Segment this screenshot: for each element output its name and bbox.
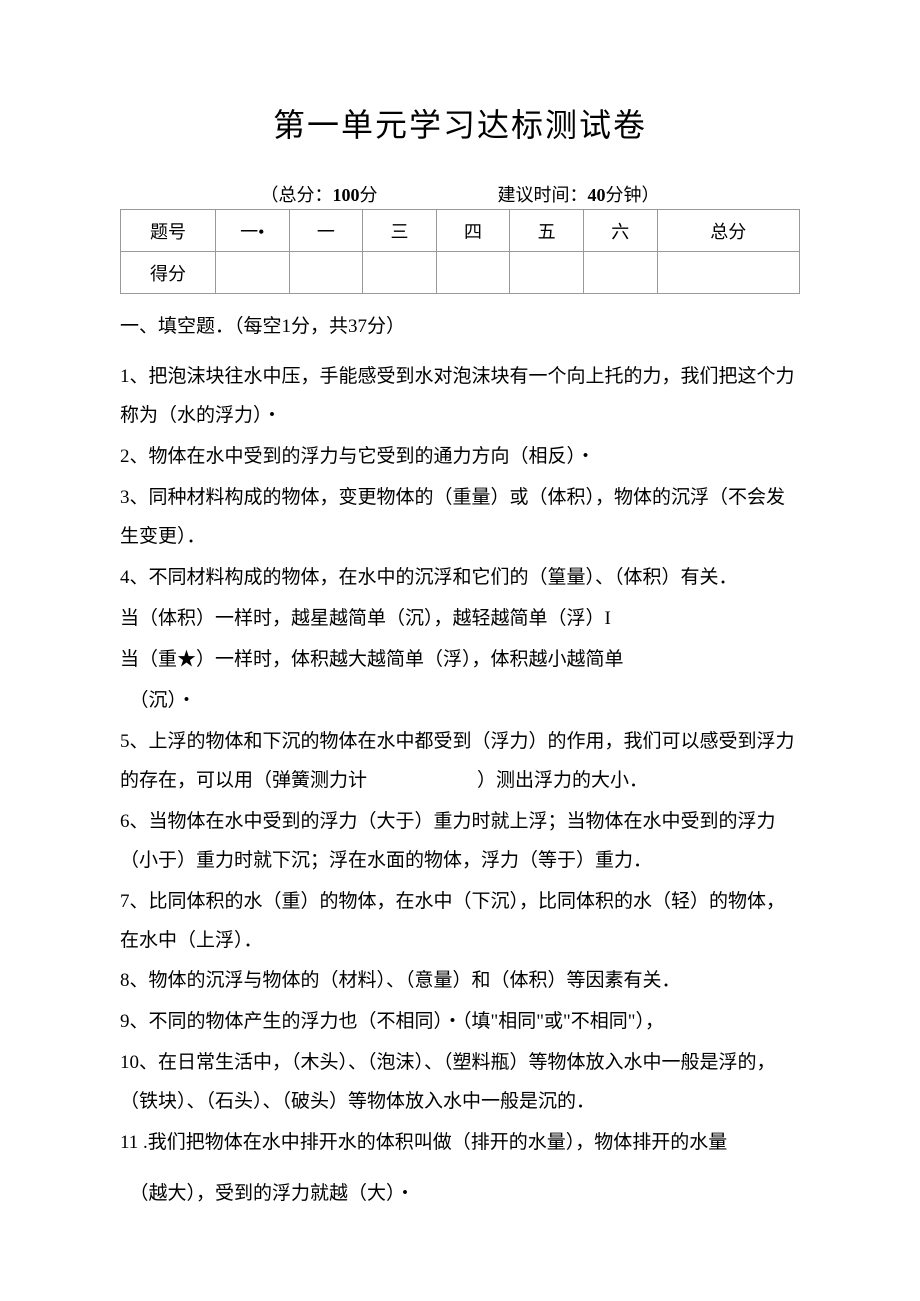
col-header: 六 — [583, 210, 657, 252]
question-2: 2、物体在水中受到的浮力与它受到的通力方向（相反）・ — [120, 438, 800, 477]
col-header: 一 — [289, 210, 363, 252]
question-10: 10、在日常生活中，（木头）、（泡沫）、（塑料瓶）等物体放入水中一般是浮的，（铁… — [120, 1044, 800, 1122]
score-cell — [289, 252, 363, 294]
question-5: 5、上浮的物体和下沉的物体在水中都受到（浮力）的作用，我们可以感受到浮力的存在，… — [120, 723, 800, 801]
col-header: 四 — [436, 210, 510, 252]
row-label: 得分 — [121, 252, 216, 294]
score-cell — [583, 252, 657, 294]
question-3: 3、同种材料构成的物体，变更物体的（重量）或（体积），物体的沉浮（不会发生变更）… — [120, 479, 800, 557]
question-8: 8、物体的沉浮与物体的（材料）、（意量）和（体积）等因素有关． — [120, 962, 800, 1001]
time-value: 40 — [588, 185, 606, 205]
question-11-line1: 11 .我们把物体在水中排开水的体积叫做（排开的水量），物体排开的水量 — [120, 1124, 800, 1163]
score-cell — [436, 252, 510, 294]
question-4-line3: 当（重★）一样时，体积越大越简单（浮），体积越小越简单 — [120, 641, 800, 680]
score-cell — [657, 252, 799, 294]
suggested-time: 建议时间：40分钟） — [498, 181, 660, 207]
question-4-line4: （沉）・ — [120, 682, 800, 721]
total-score-label: （总分： — [261, 185, 333, 205]
score-cell — [215, 252, 289, 294]
table-row: 得分 — [121, 252, 800, 294]
question-6: 6、当物体在水中受到的浮力（大于）重力时就上浮；当物体在水中受到的浮力（小于）重… — [120, 803, 800, 881]
question-5-part-a: 5、上浮的物体和下沉的物体在水中都受到（浮力）的作用，我们可以感受到浮力的存在，… — [120, 731, 795, 791]
question-4-line2: 当（体积）一样时，越星越简单（沉），越轻越简单（浮）I — [120, 600, 800, 639]
table-row: 题号 一• 一 三 四 五 六 总分 — [121, 210, 800, 252]
question-11-line2: （越大），受到的浮力就越（大）・ — [120, 1175, 800, 1214]
total-score-unit: 分 — [360, 185, 378, 205]
question-4-line1: 4、不同材料构成的物体，在水中的沉浮和它们的（篁量）、（体积）有关． — [120, 559, 800, 598]
question-9: 9、不同的物体产生的浮力也（不相同）・（填"相同"或"不相同"）， — [120, 1003, 800, 1042]
question-1: 1、把泡沫块往水中压，手能感受到水对泡沫块有一个向上托的力，我们把这个力称为（水… — [120, 358, 800, 436]
score-cell — [363, 252, 437, 294]
question-7: 7、比同体积的水（重）的物体，在水中（下沉），比同体积的水（轻）的物体，在水中（… — [120, 883, 800, 961]
total-score-value: 100 — [333, 185, 360, 205]
meta-row: （总分：100分 建议时间：40分钟） — [120, 181, 800, 207]
time-unit: 分钟） — [606, 185, 660, 205]
col-header: 总分 — [657, 210, 799, 252]
page-title: 第一单元学习达标测试卷 — [120, 100, 800, 146]
total-score: （总分：100分 — [261, 181, 378, 207]
score-table: 题号 一• 一 三 四 五 六 总分 得分 — [120, 209, 800, 294]
col-header: 五 — [510, 210, 584, 252]
section-heading: 一、填空题．（每空1分，共37分） — [120, 312, 800, 342]
question-5-part-b: ）测出浮力的大小． — [477, 770, 648, 791]
col-header: 一• — [215, 210, 289, 252]
score-cell — [510, 252, 584, 294]
col-header: 三 — [363, 210, 437, 252]
row-label: 题号 — [121, 210, 216, 252]
time-label: 建议时间： — [498, 185, 588, 205]
